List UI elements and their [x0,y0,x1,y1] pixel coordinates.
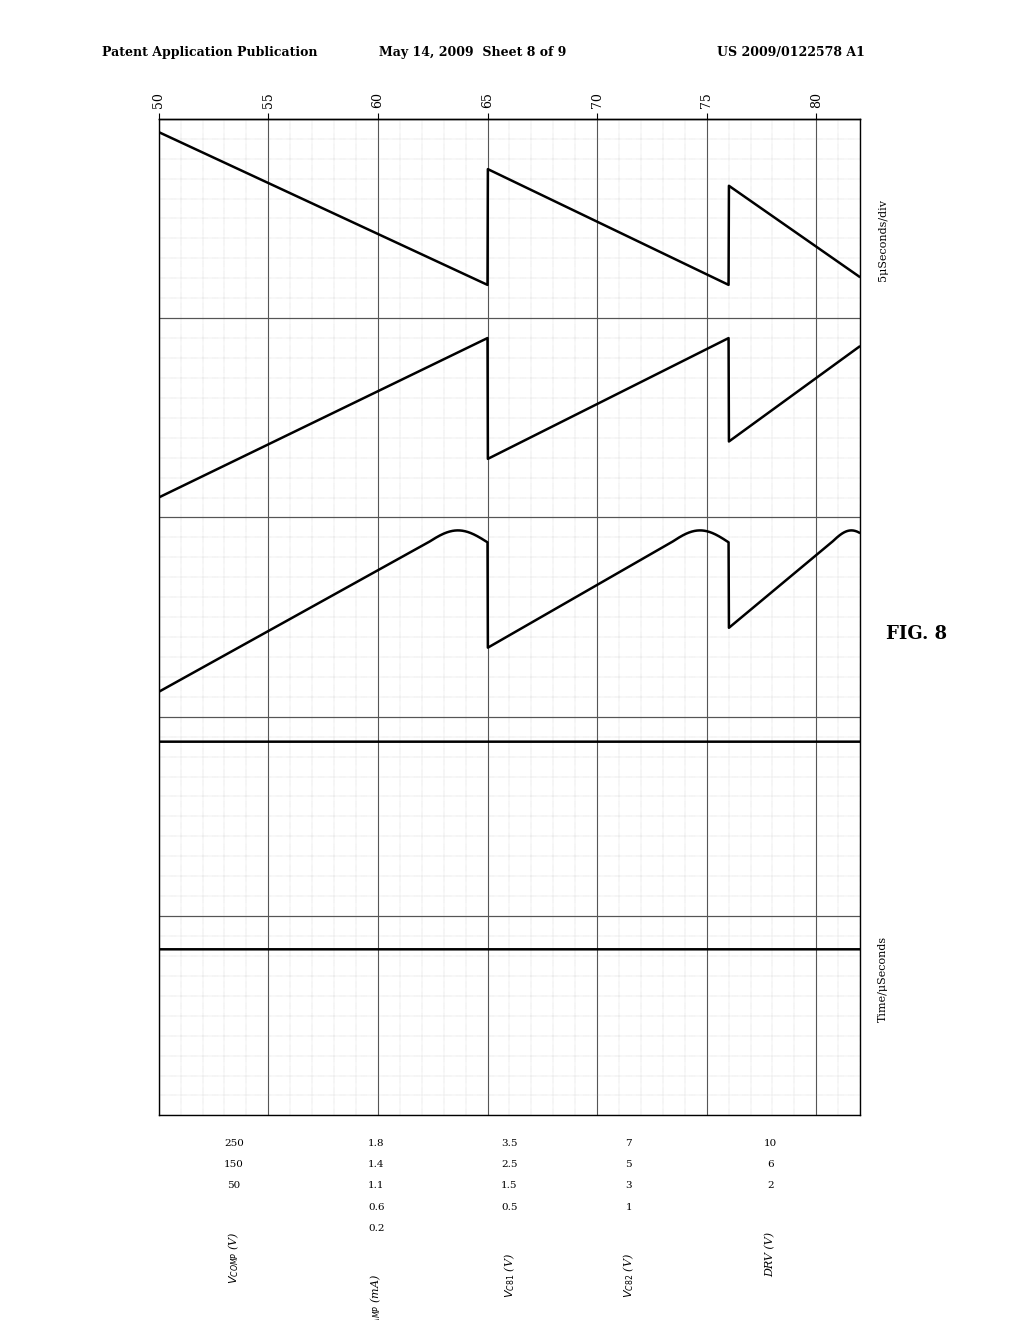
Text: US 2009/0122578 A1: US 2009/0122578 A1 [717,46,864,59]
Text: 0.5: 0.5 [501,1203,518,1212]
Text: 1.1: 1.1 [368,1181,384,1191]
Text: $V_{C82}$ (V): $V_{C82}$ (V) [622,1253,636,1298]
Text: $V_{COMP}$ (V): $V_{COMP}$ (V) [227,1232,242,1284]
Text: 2.5: 2.5 [501,1160,518,1170]
Text: 10: 10 [764,1139,777,1148]
Text: $V_{C81}$ (V): $V_{C81}$ (V) [502,1253,517,1298]
Text: 1.4: 1.4 [368,1160,384,1170]
Text: 7: 7 [626,1139,632,1148]
Text: May 14, 2009  Sheet 8 of 9: May 14, 2009 Sheet 8 of 9 [379,46,566,59]
Text: 2: 2 [767,1181,774,1191]
Text: 0.6: 0.6 [368,1203,384,1212]
Text: 1.5: 1.5 [501,1181,518,1191]
Text: FIG. 8: FIG. 8 [886,624,947,643]
Text: Time/μSeconds: Time/μSeconds [878,936,888,1022]
Text: 150: 150 [224,1160,244,1170]
Text: 5: 5 [626,1160,632,1170]
Text: 1.8: 1.8 [368,1139,384,1148]
Text: 6: 6 [767,1160,774,1170]
Text: 50: 50 [227,1181,241,1191]
Text: Patent Application Publication: Patent Application Publication [102,46,317,59]
Text: 3.5: 3.5 [501,1139,518,1148]
Text: 250: 250 [224,1139,244,1148]
Text: DRV (V): DRV (V) [766,1232,776,1276]
Text: 0.2: 0.2 [368,1224,384,1233]
Text: 5μSeconds/div: 5μSeconds/div [878,198,888,281]
Text: 3: 3 [626,1181,632,1191]
Text: 1: 1 [626,1203,632,1212]
Text: $I_{RAMP}$ (mA): $I_{RAMP}$ (mA) [369,1274,383,1320]
